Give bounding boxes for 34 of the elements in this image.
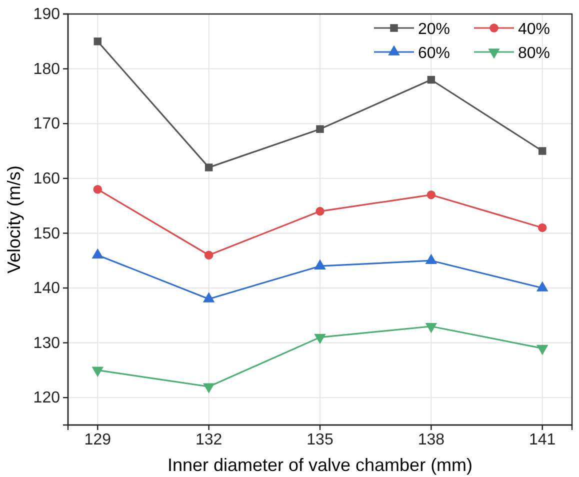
y-tick-label: 190 <box>33 6 60 24</box>
point <box>536 344 548 356</box>
y-axis-title: Velocity (m/s) <box>4 165 24 274</box>
y-tick-label: 170 <box>33 116 60 133</box>
x-axis-title: Inner diameter of valve chamber (mm) <box>167 455 473 475</box>
y-tick-label: 140 <box>33 280 60 298</box>
legend-label: 20% <box>418 21 450 38</box>
point <box>316 206 324 216</box>
point <box>427 76 436 84</box>
point <box>204 164 213 172</box>
point <box>316 125 324 133</box>
point <box>426 190 436 200</box>
y-tick-label: 130 <box>33 334 60 352</box>
y-tick-label: 180 <box>33 60 60 78</box>
x-tick-label: 135 <box>306 431 334 448</box>
y-tick-label: 150 <box>33 225 60 242</box>
point <box>425 322 438 334</box>
x-tick-label: 132 <box>195 431 222 448</box>
y-tick-label: 160 <box>33 170 60 188</box>
point <box>202 383 215 394</box>
point <box>538 147 546 155</box>
x-tick-label: 141 <box>529 431 556 448</box>
legend-label: 60% <box>418 45 450 62</box>
point <box>204 250 214 260</box>
y-tick-label: 120 <box>33 390 60 407</box>
legend-label: 80% <box>518 45 550 62</box>
x-tick-label: 129 <box>84 431 112 448</box>
point <box>538 223 547 232</box>
point <box>93 185 102 194</box>
point <box>94 38 102 46</box>
x-tick-label: 138 <box>418 431 445 448</box>
legend-label: 40% <box>518 21 550 38</box>
point <box>92 366 104 377</box>
point <box>314 334 326 344</box>
